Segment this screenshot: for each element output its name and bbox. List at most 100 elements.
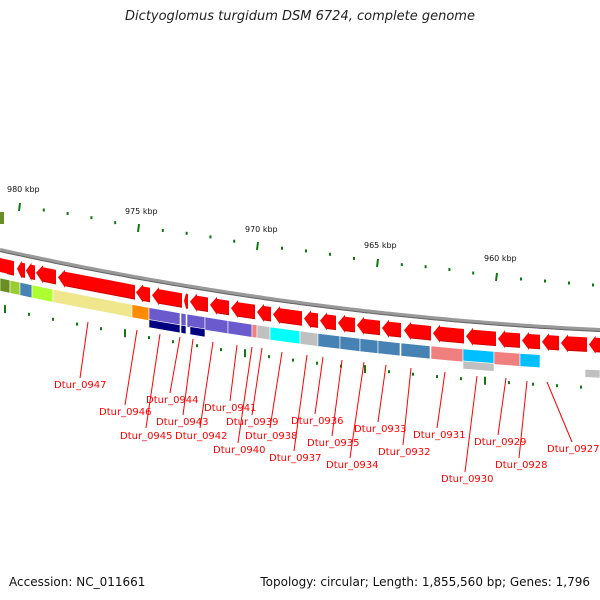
annotation-box[interactable] xyxy=(180,312,187,328)
inner-minor-tick xyxy=(460,377,462,381)
gene-arrow[interactable] xyxy=(304,310,318,329)
annotation-box[interactable] xyxy=(227,320,253,338)
leader-line xyxy=(229,344,238,402)
gene-arrow[interactable] xyxy=(58,269,135,300)
annotation-box[interactable] xyxy=(189,326,206,338)
gene-arrow[interactable] xyxy=(152,287,182,308)
gene-label[interactable]: Dtur_0934 xyxy=(326,460,379,471)
gene-shade xyxy=(344,330,356,333)
inner-minor-tick xyxy=(508,381,510,385)
gene-arrow[interactable] xyxy=(522,332,540,350)
gene-label[interactable]: Dtur_0932 xyxy=(378,447,431,458)
leader-line xyxy=(546,381,573,443)
gene-label[interactable]: Dtur_0943 xyxy=(156,417,209,428)
gene-arrow[interactable] xyxy=(382,319,401,338)
major-tick xyxy=(256,241,259,251)
gene-label[interactable]: Dtur_0945 xyxy=(120,431,173,442)
backbone xyxy=(0,248,600,332)
gene-arrow[interactable] xyxy=(498,330,520,349)
annotation-box[interactable] xyxy=(400,342,431,360)
minor-tick xyxy=(66,211,69,215)
minor-tick xyxy=(185,231,188,235)
gene-shade xyxy=(6,273,15,276)
gene-label[interactable]: Dtur_0936 xyxy=(291,416,344,427)
gene-arrow[interactable] xyxy=(433,324,464,343)
scale-label: 970 kbp xyxy=(245,225,278,234)
annotation-box[interactable] xyxy=(31,284,54,303)
gene-arrow[interactable] xyxy=(17,260,25,279)
gene-arrow[interactable] xyxy=(231,300,255,319)
gene-arrow[interactable] xyxy=(320,312,336,331)
gene-label[interactable]: Dtur_0944 xyxy=(146,395,199,406)
gene-arrow[interactable] xyxy=(36,265,56,284)
annotation-box[interactable] xyxy=(317,333,341,350)
gene-arrow[interactable] xyxy=(273,306,302,326)
gene-label[interactable]: Dtur_0938 xyxy=(245,431,298,442)
gene-arrow[interactable] xyxy=(589,335,600,354)
inner-minor-tick xyxy=(100,327,102,331)
genome-summary: Topology: circular; Length: 1,855,560 bp… xyxy=(260,575,590,589)
inner-minor-tick xyxy=(76,322,78,326)
annotation-box[interactable] xyxy=(131,304,150,321)
gene-arrow[interactable] xyxy=(404,322,431,340)
annotation-box[interactable] xyxy=(180,324,187,335)
gene-arrow[interactable] xyxy=(542,333,559,352)
gene-label[interactable]: Dtur_0940 xyxy=(213,445,266,456)
inner-ticks xyxy=(4,305,582,389)
annotation-box[interactable] xyxy=(148,319,181,334)
gene-label[interactable]: Dtur_0929 xyxy=(474,437,527,448)
gene-arrow[interactable] xyxy=(184,292,188,310)
gene-shade xyxy=(410,337,432,341)
minor-tick xyxy=(42,208,45,212)
major-tick xyxy=(18,202,21,212)
gene-label[interactable]: Dtur_0942 xyxy=(175,431,228,442)
gene-label[interactable]: Dtur_0941 xyxy=(204,403,257,414)
leader-line xyxy=(377,364,387,423)
gene-arrow[interactable] xyxy=(357,316,380,335)
gene-arrow[interactable] xyxy=(210,296,229,315)
annotation-box[interactable] xyxy=(519,353,541,369)
gene-label[interactable]: Dtur_0947 xyxy=(54,380,107,391)
annotation-box[interactable] xyxy=(0,277,11,294)
inner-major-tick xyxy=(4,305,6,314)
gene-shade xyxy=(388,335,402,338)
gene-shade xyxy=(528,347,541,350)
gene-label[interactable]: Dtur_0931 xyxy=(413,430,466,441)
gene-arrow[interactable] xyxy=(26,262,35,281)
annotation-box[interactable] xyxy=(204,316,229,335)
gene-label[interactable]: Dtur_0937 xyxy=(269,453,322,464)
gene-label[interactable]: Dtur_0930 xyxy=(441,474,494,485)
gene-label[interactable]: Dtur_0927 xyxy=(547,444,600,455)
annotation-box[interactable] xyxy=(256,324,271,341)
annotation-box[interactable] xyxy=(269,326,301,345)
annotation-box[interactable] xyxy=(430,345,464,363)
annotation-box[interactable] xyxy=(377,340,401,357)
gene-label[interactable]: Dtur_0935 xyxy=(307,438,360,449)
gene-label[interactable]: Dtur_0928 xyxy=(495,460,548,471)
minor-tick xyxy=(544,279,546,283)
leader-line xyxy=(169,336,181,394)
gene-arrow[interactable] xyxy=(136,284,150,303)
gene-label[interactable]: Dtur_0933 xyxy=(354,424,407,435)
gene-arrow[interactable] xyxy=(561,334,587,353)
annotation-box[interactable] xyxy=(251,323,258,339)
leader-line xyxy=(79,321,89,379)
gene-arrow[interactable] xyxy=(257,304,271,322)
annotation-box[interactable] xyxy=(359,338,379,354)
annotation-box[interactable] xyxy=(19,281,33,299)
annotation-box[interactable] xyxy=(462,360,495,372)
annotation-box[interactable] xyxy=(584,368,600,379)
gene-shade xyxy=(237,315,256,320)
minor-tick xyxy=(472,271,475,275)
gene-arrow[interactable] xyxy=(338,314,355,333)
annotation-box[interactable] xyxy=(339,335,361,352)
gene-label[interactable]: Dtur_0946 xyxy=(99,407,152,418)
annotation-box[interactable] xyxy=(493,351,521,367)
annotation-box[interactable] xyxy=(9,279,21,296)
gene-label[interactable]: Dtur_0939 xyxy=(226,417,279,428)
gene-arrow[interactable] xyxy=(0,258,14,276)
annotation-box[interactable] xyxy=(299,330,319,347)
gene-arrow[interactable] xyxy=(466,327,496,346)
gene-arrow[interactable] xyxy=(190,293,208,312)
